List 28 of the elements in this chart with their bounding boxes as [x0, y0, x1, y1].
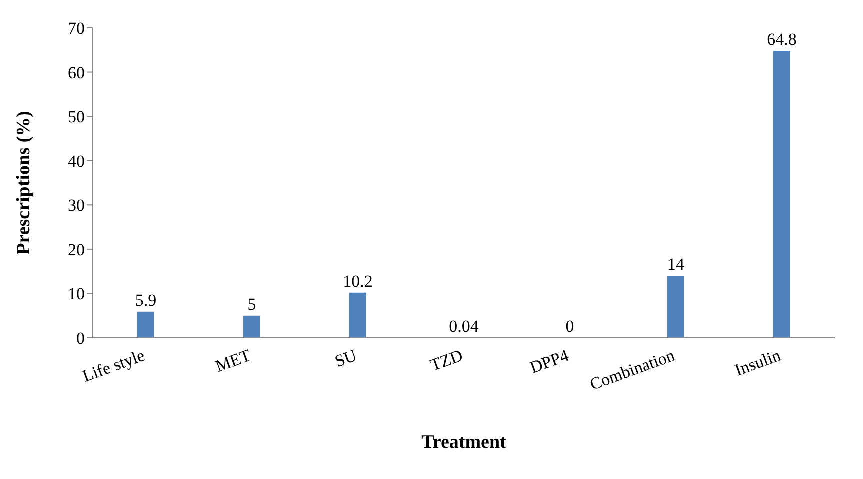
x-axis-title: Treatment	[422, 432, 508, 453]
y-axis-title: Prescriptions (%)	[14, 111, 35, 255]
bar	[774, 51, 790, 338]
y-tick-label: 30	[68, 196, 85, 216]
y-tick-label: 40	[68, 152, 85, 171]
bar	[138, 312, 154, 338]
x-tick-label: DPP4	[528, 346, 572, 378]
x-tick-label: TZD	[428, 346, 466, 376]
x-tick-label: MET	[213, 346, 254, 376]
y-tick-label: 70	[68, 19, 85, 38]
data-label: 64.8	[767, 30, 797, 50]
data-label: 5.9	[135, 290, 157, 310]
y-tick-label: 10	[68, 284, 85, 304]
y-tick-label: 20	[68, 240, 85, 260]
x-tick-label: SU	[332, 346, 360, 372]
data-label: 0	[566, 317, 574, 336]
x-tick-label: Life style	[80, 346, 148, 386]
x-tick-label: Insulin	[732, 346, 784, 380]
y-tick-label: 60	[68, 63, 85, 82]
data-label: 0.04	[449, 316, 480, 336]
y-tick-label: 0	[76, 329, 85, 348]
data-label: 5	[248, 294, 256, 314]
data-label: 14	[668, 255, 685, 274]
y-tick-label: 50	[68, 108, 85, 127]
data-label: 10.2	[343, 272, 373, 291]
bar	[350, 292, 366, 338]
bar	[668, 276, 684, 338]
bar	[244, 316, 260, 338]
